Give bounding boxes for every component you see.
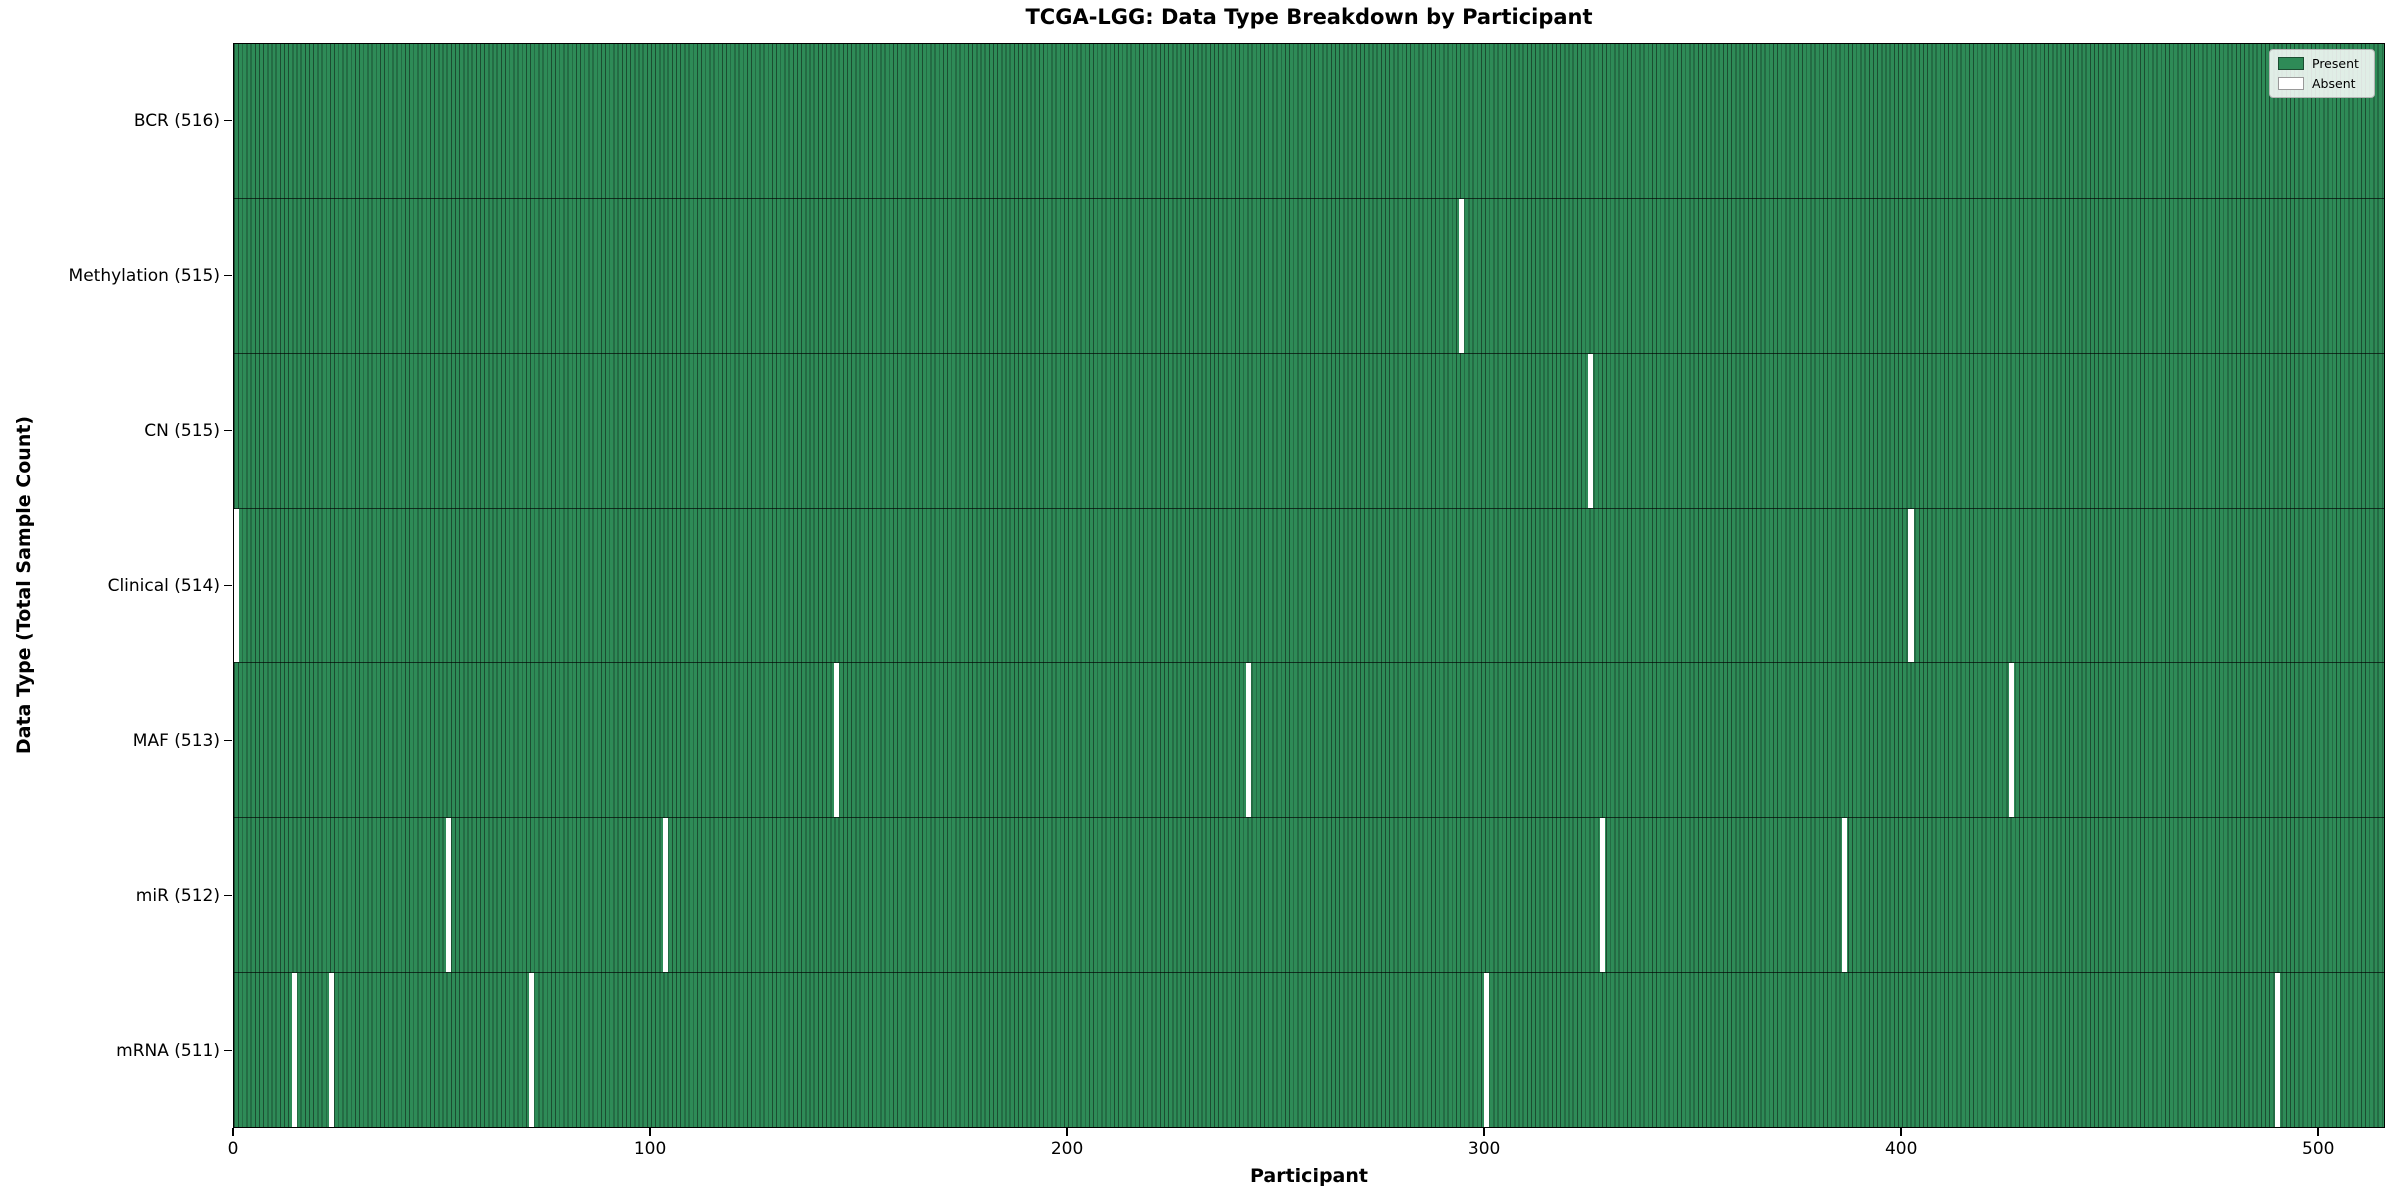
y-tick-label: Clinical (514) — [107, 575, 220, 596]
x-tick-mark — [1900, 1128, 1902, 1136]
x-tick-label: 100 — [633, 1139, 667, 1159]
y-tick-label: mRNA (511) — [116, 1040, 220, 1061]
x-tick-mark — [649, 1128, 651, 1136]
x-tick-mark — [2317, 1128, 2320, 1136]
y-tick-label: Methylation (515) — [68, 265, 220, 286]
chart-title: TCGA-LGG: Data Type Breakdown by Partici… — [1025, 5, 1593, 29]
absent-gap — [1600, 818, 1606, 973]
absent-gap — [1587, 353, 1593, 508]
heatmap-row-BCR — [234, 44, 2384, 198]
y-tick-mark — [224, 894, 232, 897]
heatmap-row-miR — [234, 817, 2384, 973]
absent-gap — [446, 818, 452, 973]
absent-gap — [1458, 198, 1464, 353]
absent-gap — [1246, 663, 1252, 818]
absent-gap — [662, 818, 668, 973]
legend-item-absent: Absent — [2278, 76, 2366, 91]
absent-gap — [233, 508, 239, 663]
heatmap-row-Methylation — [234, 197, 2384, 353]
plot-area — [233, 43, 2385, 1128]
legend-swatch-present — [2278, 57, 2304, 70]
x-tick-label: 500 — [2302, 1139, 2335, 1159]
absent-gap — [1841, 818, 1847, 973]
y-tick-label: CN (515) — [144, 420, 220, 441]
x-tick-mark — [1483, 1128, 1485, 1136]
absent-gap — [1908, 508, 1914, 663]
x-axis-label: Participant — [1249, 1165, 1368, 1187]
legend-label: Present — [2312, 56, 2359, 71]
y-tick-label: MAF (513) — [132, 730, 220, 751]
x-tick-label: 300 — [1467, 1139, 1501, 1159]
x-tick-mark — [232, 1128, 234, 1136]
x-tick-label: 200 — [1050, 1139, 1084, 1159]
y-tick-mark — [224, 274, 232, 277]
absent-gap — [291, 973, 297, 1128]
y-tick-mark — [224, 429, 232, 432]
absent-gap — [833, 663, 839, 818]
legend-swatch-absent — [2278, 77, 2304, 90]
x-tick-label: 400 — [1884, 1139, 1918, 1159]
heatmap-row-MAF — [234, 662, 2384, 818]
y-tick-label: BCR (516) — [133, 110, 220, 131]
heatmap-row-CN — [234, 352, 2384, 508]
legend-item-present: Present — [2278, 56, 2366, 71]
y-tick-label: miR (512) — [135, 885, 220, 906]
y-tick-mark — [224, 739, 232, 742]
absent-gap — [2275, 973, 2281, 1128]
heatmap-row-Clinical — [233, 507, 2384, 663]
x-tick-label: 0 — [227, 1139, 239, 1159]
legend: Present Absent — [2269, 49, 2375, 98]
absent-gap — [329, 973, 335, 1128]
absent-gap — [1483, 973, 1489, 1128]
y-tick-mark — [224, 584, 232, 587]
absent-gap — [529, 973, 535, 1128]
y-tick-mark — [224, 119, 232, 122]
y-tick-mark — [224, 1049, 232, 1052]
absent-gap — [2008, 663, 2014, 818]
legend-label: Absent — [2312, 76, 2356, 91]
x-tick-mark — [1066, 1128, 1068, 1136]
heatmap-row-mRNA — [234, 972, 2384, 1128]
